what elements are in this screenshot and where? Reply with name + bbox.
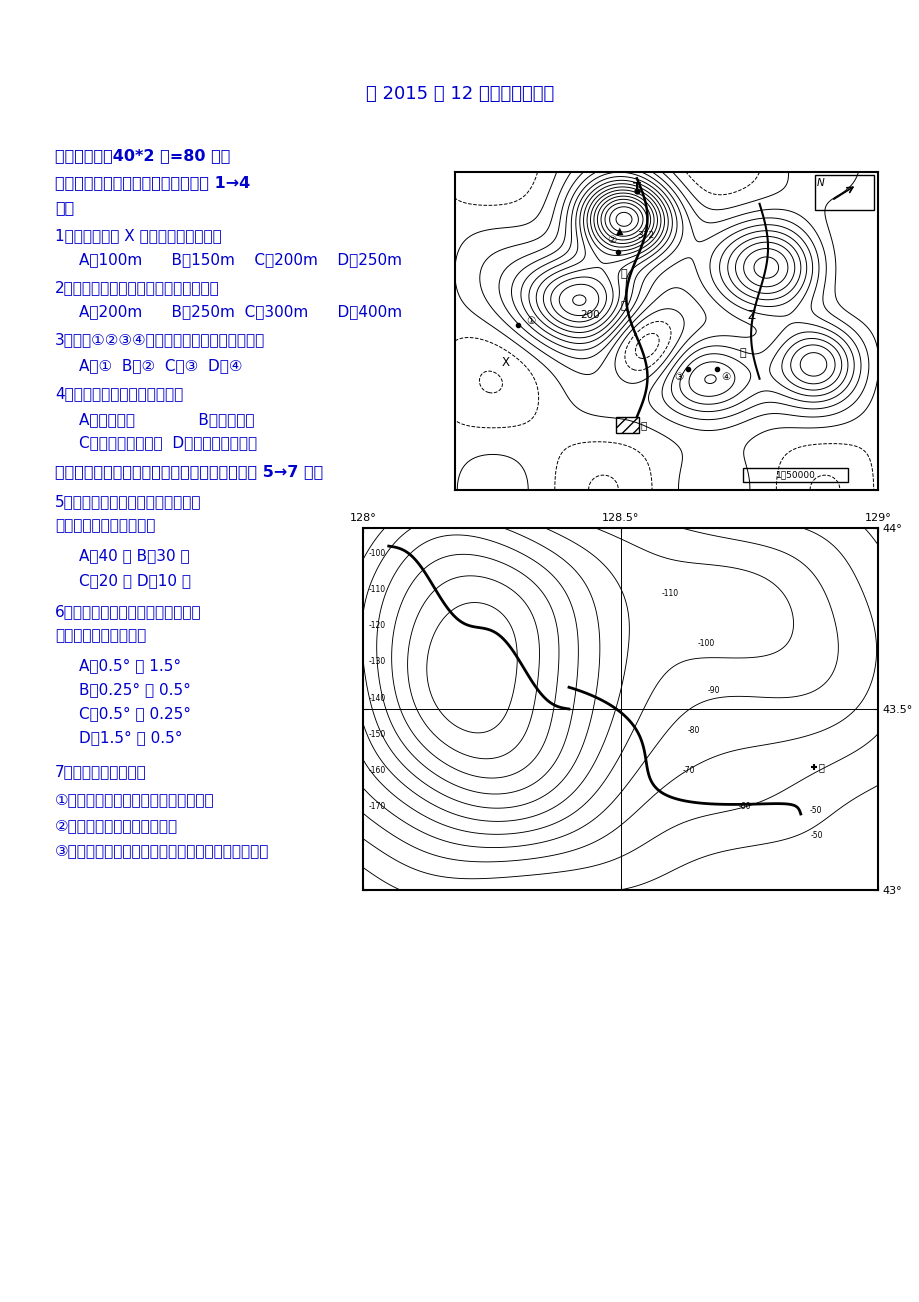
Text: ①: ① [526,316,535,327]
Text: 丙: 丙 [640,419,646,430]
Text: 甲: 甲 [620,268,627,279]
Text: 2．图中丁地与丙村的相对高差可能为：: 2．图中丁地与丙村的相对高差可能为： [55,280,220,296]
Bar [813,176,873,210]
Text: -90: -90 [708,686,720,695]
Bar [615,417,639,432]
Text: 一、选择题（40*2 分=80 分）: 一、选择题（40*2 分=80 分） [55,148,230,163]
Text: -110: -110 [368,585,385,594]
Text: ②该地区农作物一年可以两熟: ②该地区农作物一年可以两熟 [55,818,178,833]
Text: -160: -160 [368,766,385,775]
Text: -120: -120 [368,621,385,630]
Text: -50: -50 [809,806,822,815]
Text: A．40 米 B．30 米: A．40 米 B．30 米 [79,548,189,562]
Text: -100: -100 [697,639,714,648]
Text: 200: 200 [580,310,599,320]
Text: 河: 河 [620,301,627,311]
Text: 高 2015 级 12 月月考地理试题: 高 2015 级 12 月月考地理试题 [366,85,553,103]
Text: 甲: 甲 [818,762,823,772]
Text: C．20 米 D．10 米: C．20 米 D．10 米 [79,573,191,589]
Text: -110: -110 [661,589,678,598]
Text: -60: -60 [738,802,751,811]
Text: X: X [501,357,509,370]
Text: 读下面我国某地区等高线地形图，判断回答以下 5→7 题：: 读下面我国某地区等高线地形图，判断回答以下 5→7 题： [55,464,323,479]
Text: N: N [816,178,823,187]
Text: 1．图中等高线 X 的数值最有可能是：: 1．图中等高线 X 的数值最有可能是： [55,228,221,243]
Text: 1：50000: 1：50000 [775,470,814,479]
Text: -130: -130 [368,658,385,667]
Text: ①该地区河流一年可能会出现两次汛期: ①该地区河流一年可能会出现两次汛期 [55,792,214,807]
Text: 谷底和谷顶的高差至少是: 谷底和谷顶的高差至少是 [55,518,155,533]
Text: -140: -140 [368,694,385,703]
Text: -50: -50 [811,831,823,840]
Text: A．200m      B．250m  C．300m      D．400m: A．200m B．250m C．300m D．400m [79,303,402,319]
Text: T: T [632,181,641,194]
Text: A．100m      B．150m    C．200m    D．250m: A．100m B．150m C．200m D．250m [79,253,402,267]
Text: ③水稻和甘蔗是该地区最主要的粮食作物和经济作物: ③水稻和甘蔗是该地区最主要的粮食作物和经济作物 [55,842,269,858]
Text: 5．图中无河流标示的山谷（干谷）: 5．图中无河流标示的山谷（干谷） [55,493,201,509]
Text: A．0.5° 和 1.5°: A．0.5° 和 1.5° [79,658,181,673]
Text: 题：: 题： [55,201,74,215]
Text: A．南北走向             B．东西走向: A．南北走向 B．东西走向 [79,411,255,427]
Text: ④: ④ [720,372,730,383]
Text: 6．图中支流汇入干流处与甲点处的: 6．图中支流汇入干流处与甲点处的 [55,604,201,618]
Text: -150: -150 [368,730,385,738]
Text: 372: 372 [636,230,653,240]
Text: -170: -170 [368,802,385,811]
Text: 河: 河 [739,348,745,358]
Text: ②: ② [607,236,616,245]
Text: B．0.25° 和 0.5°: B．0.25° 和 0.5° [79,682,190,697]
Text: D．1.5° 和 0.5°: D．1.5° 和 0.5° [79,730,182,745]
Bar [742,467,847,482]
Text: -80: -80 [686,727,699,736]
Text: 读某地等高线地形图，分析回答以下 1→4: 读某地等高线地形图，分析回答以下 1→4 [55,174,250,190]
Text: ③: ③ [674,372,683,383]
Text: -100: -100 [368,549,385,557]
Text: C．东北一西南走向  D．西北一东南走向: C．东北一西南走向 D．西北一东南走向 [79,435,256,450]
Text: 3．图中①②③④四地中不能看丙村的地点是：: 3．图中①②③④四地中不能看丙村的地点是： [55,332,265,348]
Text: 7．下列说法正确的是: 7．下列说法正确的是 [55,764,147,779]
Text: Z: Z [746,309,754,322]
Text: ▲: ▲ [616,225,623,236]
Text: -70: -70 [682,766,694,775]
Text: 4．图中甲河流的流向大致是：: 4．图中甲河流的流向大致是： [55,385,183,401]
Text: 纬度和经度差分别约为: 纬度和经度差分别约为 [55,628,146,643]
Text: A．①  B．②  C．③  D．④: A．① B．② C．③ D．④ [79,358,243,372]
Text: C．0.5° 和 0.25°: C．0.5° 和 0.25° [79,706,191,721]
